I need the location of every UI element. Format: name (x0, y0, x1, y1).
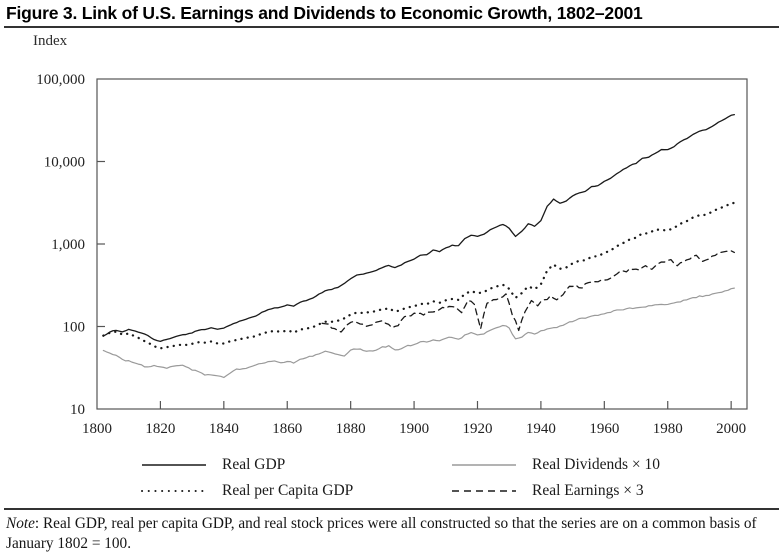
chart-plot: 10 100 1,000 10,000 100,000 1800 1820 1840 1860… (36, 72, 748, 437)
legend-item-real-per-capita-gdp[interactable]: Real per Capita GDP (140, 478, 353, 504)
legend-label-real-earnings: Real Earnings × 3 (532, 482, 644, 499)
figure-title: Figure 3. Link of U.S. Earnings and Divi… (6, 3, 643, 23)
note-divider (4, 508, 779, 510)
legend-swatch-real-earnings (450, 484, 518, 498)
legend-swatch-real-dividends (450, 458, 518, 472)
svg-text:1900: 1900 (399, 421, 429, 437)
legend-label-real-dividends: Real Dividends × 10 (532, 456, 660, 473)
svg-text:10: 10 (70, 402, 85, 418)
legend-item-real-earnings[interactable]: Real Earnings × 3 (450, 478, 644, 504)
y-tick-labels: 10 100 1,000 10,000 100,000 (36, 72, 85, 418)
chart-legend: Real GDP Real Dividends × 10 Real per Ca… (0, 452, 783, 508)
y-axis-title: Index (33, 33, 68, 49)
legend-row-2: Real per Capita GDP Real Earnings × 3 (0, 478, 783, 504)
svg-text:1940: 1940 (526, 421, 556, 437)
svg-text:1860: 1860 (272, 421, 302, 437)
svg-text:1960: 1960 (589, 421, 619, 437)
svg-text:100,000: 100,000 (36, 72, 85, 88)
svg-text:1980: 1980 (653, 421, 683, 437)
svg-text:1,000: 1,000 (51, 237, 85, 253)
legend-label-real-per-capita-gdp: Real per Capita GDP (222, 482, 354, 499)
svg-text:1800: 1800 (82, 421, 112, 437)
chart-ticks (97, 160, 732, 409)
chart-axes (96, 78, 748, 410)
legend-item-real-dividends[interactable]: Real Dividends × 10 (450, 452, 660, 478)
legend-row-1: Real GDP Real Dividends × 10 (0, 452, 783, 478)
legend-item-real-gdp[interactable]: Real GDP (140, 452, 285, 478)
title-divider (4, 26, 779, 28)
legend-swatch-real-gdp (140, 458, 208, 472)
note-text: : Real GDP, real per capita GDP, and rea… (6, 515, 757, 552)
svg-text:10,000: 10,000 (44, 155, 85, 171)
svg-text:2000: 2000 (716, 421, 746, 437)
legend-swatch-real-per-capita-gdp (140, 484, 208, 498)
chart-series (102, 113, 736, 379)
note-lead: Note (6, 515, 35, 532)
figure-note: Note: Real GDP, real per capita GDP, and… (6, 514, 778, 554)
svg-text:1820: 1820 (145, 421, 175, 437)
svg-text:1920: 1920 (462, 421, 492, 437)
legend-label-real-gdp: Real GDP (222, 456, 286, 473)
svg-text:100: 100 (63, 320, 86, 336)
svg-text:1880: 1880 (336, 421, 366, 437)
svg-text:1840: 1840 (209, 421, 239, 437)
x-tick-labels: 1800 1820 1840 1860 1880 1900 1920 1940 1960 1980… (82, 421, 746, 437)
